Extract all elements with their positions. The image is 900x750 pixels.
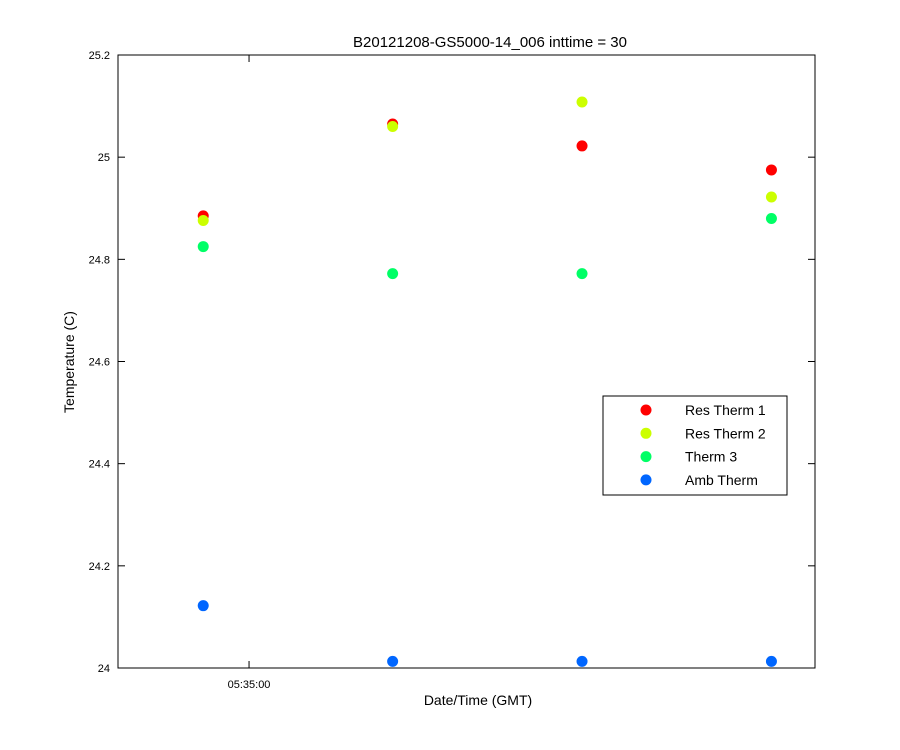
y-tick-label: 24.6 bbox=[89, 357, 110, 369]
data-point bbox=[765, 164, 777, 176]
legend-marker bbox=[640, 451, 652, 463]
y-tick-label: 25 bbox=[98, 152, 110, 164]
legend-marker bbox=[640, 427, 652, 439]
legend: Res Therm 1 Res Therm 2 Therm 3 Amb Therm bbox=[602, 395, 788, 496]
data-point bbox=[576, 268, 588, 280]
legend-marker bbox=[640, 404, 652, 416]
data-point bbox=[197, 215, 209, 227]
legend-entry: Amb Therm bbox=[685, 472, 758, 488]
data-point bbox=[387, 655, 399, 667]
legend-marker bbox=[640, 474, 652, 486]
y-tick-label: 25.2 bbox=[89, 50, 110, 62]
legend-box bbox=[602, 395, 788, 496]
x-axis-label: Date/Time (GMT) bbox=[424, 692, 532, 708]
legend-entry: Res Therm 1 bbox=[685, 402, 766, 418]
data-point bbox=[765, 191, 777, 203]
data-point bbox=[387, 121, 399, 133]
x-tick-label: 05:35:00 bbox=[228, 679, 271, 691]
data-point bbox=[197, 241, 209, 253]
y-tick-label: 24.8 bbox=[89, 254, 110, 266]
data-point bbox=[765, 655, 777, 667]
chart-title: B20121208-GS5000-14_006 inttime = 30 bbox=[353, 34, 627, 51]
data-point bbox=[387, 268, 399, 280]
legend-entry: Res Therm 2 bbox=[685, 425, 766, 441]
plot-area: 24 24.2 24.4 24.6 24.8 25 25.2 05:35:00 bbox=[89, 50, 816, 691]
y-tick-label: 24 bbox=[98, 663, 110, 675]
y-axis-label: Temperature (C) bbox=[61, 311, 77, 413]
data-point bbox=[576, 96, 588, 108]
data-point bbox=[765, 212, 777, 224]
data-point bbox=[576, 140, 588, 152]
data-point bbox=[576, 655, 588, 667]
y-tick-label: 24.2 bbox=[89, 561, 110, 573]
axes-frame bbox=[117, 54, 816, 669]
data-point bbox=[197, 600, 209, 612]
legend-entry: Therm 3 bbox=[685, 449, 737, 465]
y-tick-label: 24.4 bbox=[89, 459, 110, 471]
